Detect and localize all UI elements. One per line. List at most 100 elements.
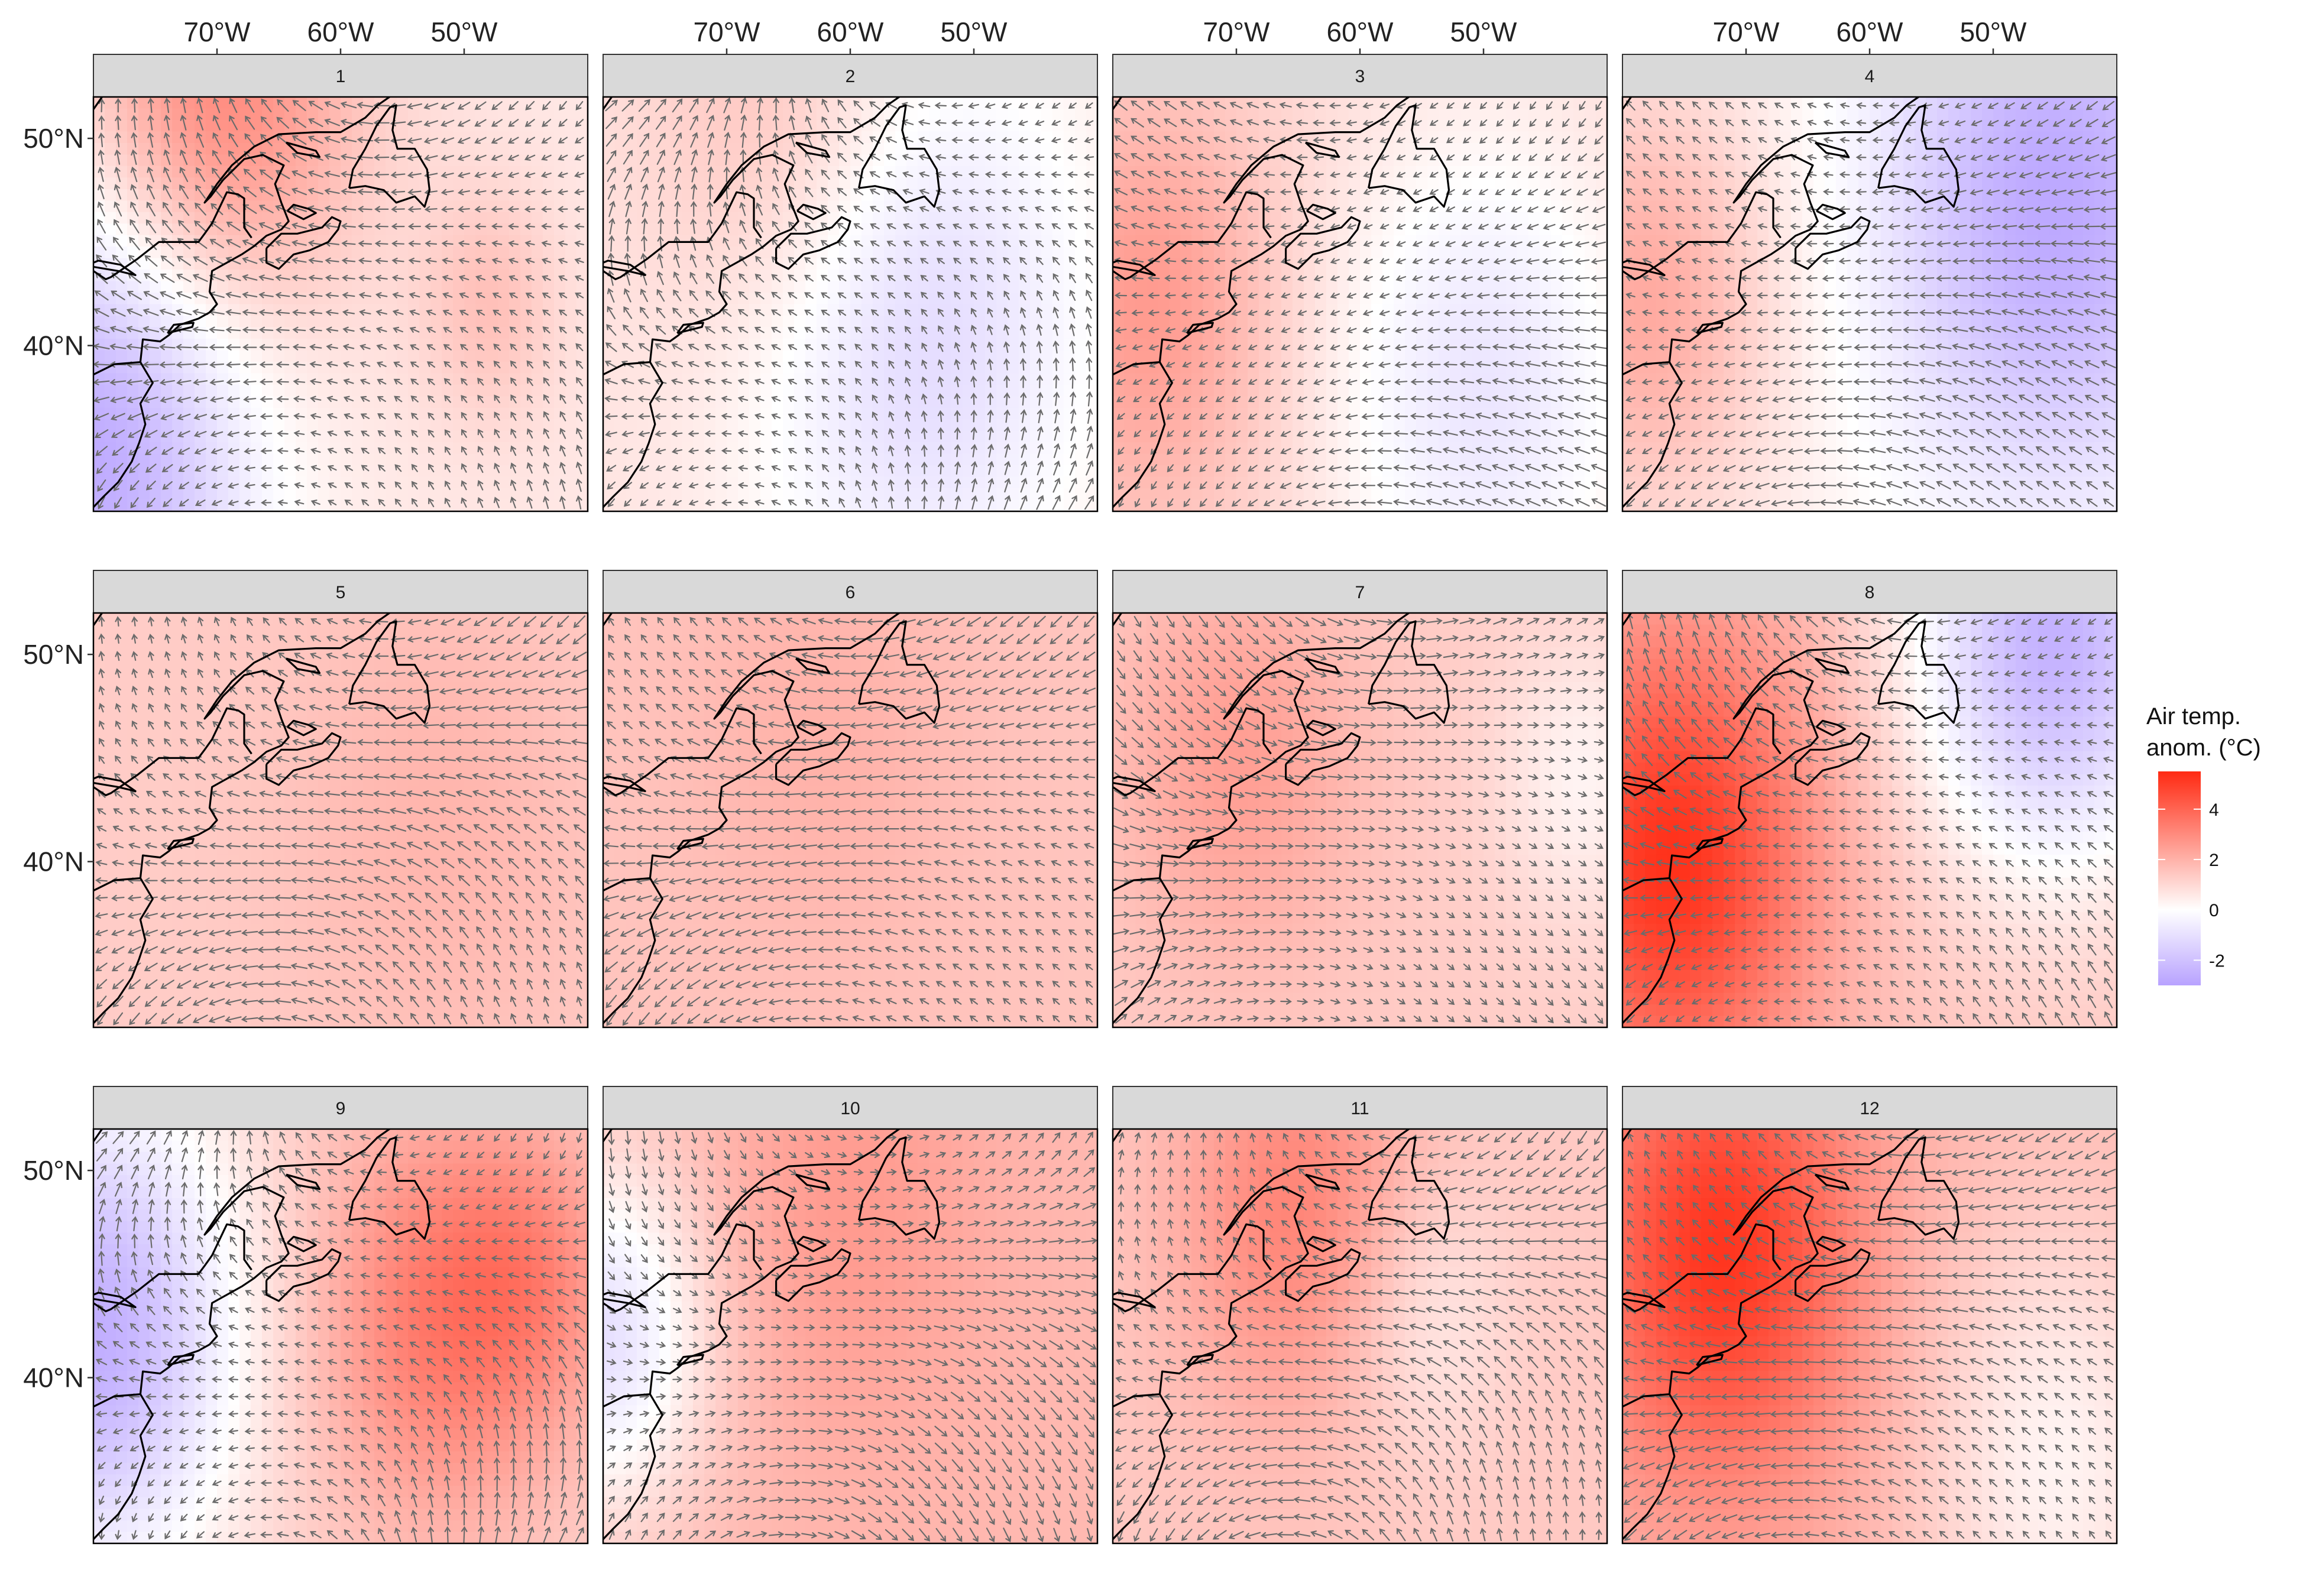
coastline xyxy=(93,613,431,1024)
x-tick-label: 60°W xyxy=(1837,17,1904,47)
political-border xyxy=(93,1129,103,1142)
map-panels: 1 2 3 45 6 7 89 10 11 12 xyxy=(92,54,2118,1545)
facet-strip xyxy=(93,1086,588,1130)
political-border xyxy=(603,1223,762,1312)
facet-label: 9 xyxy=(336,1099,346,1118)
coastline xyxy=(1622,1129,1960,1540)
political-border xyxy=(603,613,613,626)
political-border xyxy=(1622,707,1782,796)
panel-7: 7 xyxy=(1112,570,1608,1029)
wind-arrows xyxy=(603,615,1096,1026)
temperature-anomaly-field xyxy=(1113,613,1607,1027)
wind-arrows xyxy=(1625,100,2117,508)
wind-arrows xyxy=(606,1130,1097,1543)
political-border xyxy=(1622,613,1633,626)
panel-8: 8 xyxy=(1621,570,2118,1029)
x-tick-label: 70°W xyxy=(184,17,251,47)
map-area xyxy=(1622,1129,2117,1543)
y-tick-label: 40°N xyxy=(23,1363,84,1393)
legend-tick-label: 0 xyxy=(2209,901,2219,920)
panel-border xyxy=(602,612,1099,1029)
x-tick-label: 50°W xyxy=(1450,17,1518,47)
panel-border xyxy=(602,1128,1099,1545)
panel-border xyxy=(1621,96,2118,512)
panel-4: 4 xyxy=(1621,54,2118,512)
map-area xyxy=(1113,97,1607,511)
x-tick-label: 50°W xyxy=(941,17,1008,47)
political-border xyxy=(93,1223,252,1312)
x-tick-label: 60°W xyxy=(1327,17,1394,47)
y-tick-label: 40°N xyxy=(23,846,84,877)
facet-strip xyxy=(603,54,1098,98)
panel-10: 10 xyxy=(602,1086,1099,1545)
facet-strip xyxy=(603,570,1098,614)
panel-border xyxy=(602,96,1099,512)
facet-label: 5 xyxy=(336,583,346,602)
map-area xyxy=(1622,97,2117,511)
facet-strip xyxy=(1112,54,1608,98)
panel-3: 3 xyxy=(1112,54,1608,512)
political-border xyxy=(93,613,103,626)
political-border xyxy=(603,97,613,110)
facet-label: 11 xyxy=(1350,1099,1369,1118)
colorbar-legend: Air temp. anom. (°C) 4 2 0 -2 xyxy=(2146,703,2261,985)
facet-label: 1 xyxy=(336,67,346,86)
facet-label: 12 xyxy=(1860,1099,1879,1118)
coastline xyxy=(1113,613,1450,1024)
legend-title-line1: Air temp. xyxy=(2146,703,2241,729)
political-border xyxy=(93,707,252,796)
political-border xyxy=(1113,707,1272,796)
map-area xyxy=(1113,1129,1607,1543)
x-tick-label: 70°W xyxy=(1203,17,1271,47)
panel-6: 6 xyxy=(602,570,1099,1029)
panel-5: 5 xyxy=(92,570,589,1029)
map-area xyxy=(603,613,1097,1027)
coastline xyxy=(1622,613,1960,1024)
wind-arrows xyxy=(604,97,1094,510)
panel-border xyxy=(1112,1128,1608,1545)
legend-tick-label: 4 xyxy=(2209,800,2219,820)
political-border xyxy=(1113,191,1272,280)
political-border xyxy=(603,191,762,280)
wind-arrows xyxy=(1113,615,1605,1024)
coastline xyxy=(93,1129,431,1540)
facet-strip xyxy=(1622,570,2117,614)
panel-1: 1 xyxy=(92,54,589,512)
x-tick-label: 70°W xyxy=(1713,17,1780,47)
political-border xyxy=(1622,1129,1633,1142)
coastline xyxy=(1622,97,1960,508)
coastline xyxy=(603,97,941,508)
temperature-anomaly-field xyxy=(1622,1129,2117,1543)
legend-ticks: 4 2 0 -2 xyxy=(2158,800,2225,971)
political-border xyxy=(1113,613,1123,626)
y-tick-label: 50°N xyxy=(23,123,84,154)
temperature-anomaly-field xyxy=(1113,97,1607,511)
political-border xyxy=(93,191,252,280)
facet-label: 8 xyxy=(1865,583,1875,602)
map-area xyxy=(603,97,1097,511)
x-tick-label: 50°W xyxy=(1960,17,2028,47)
political-border xyxy=(603,707,762,796)
coastline xyxy=(603,1129,941,1540)
facet-label: 7 xyxy=(1355,583,1365,602)
facet-label: 10 xyxy=(840,1099,860,1118)
facet-strip xyxy=(1112,1086,1608,1130)
panel-border xyxy=(1112,96,1608,512)
coastline xyxy=(1113,1129,1450,1540)
x-tick-label: 60°W xyxy=(307,17,375,47)
y-tick-label: 50°N xyxy=(23,639,84,670)
coastline xyxy=(1113,97,1450,508)
political-border xyxy=(1113,1223,1272,1312)
latitude-axis: 40°N 50°N 40°N 50°N 40°N 50°N xyxy=(23,123,93,1393)
x-tick-label: 70°W xyxy=(694,17,761,47)
map-area xyxy=(1113,613,1607,1027)
map-area xyxy=(93,613,588,1027)
political-border xyxy=(1622,191,1782,280)
legend-colorbar xyxy=(2158,771,2201,985)
map-area xyxy=(1622,613,2117,1027)
map-area xyxy=(93,1129,588,1543)
x-tick-label: 60°W xyxy=(817,17,885,47)
panel-border xyxy=(92,612,589,1029)
